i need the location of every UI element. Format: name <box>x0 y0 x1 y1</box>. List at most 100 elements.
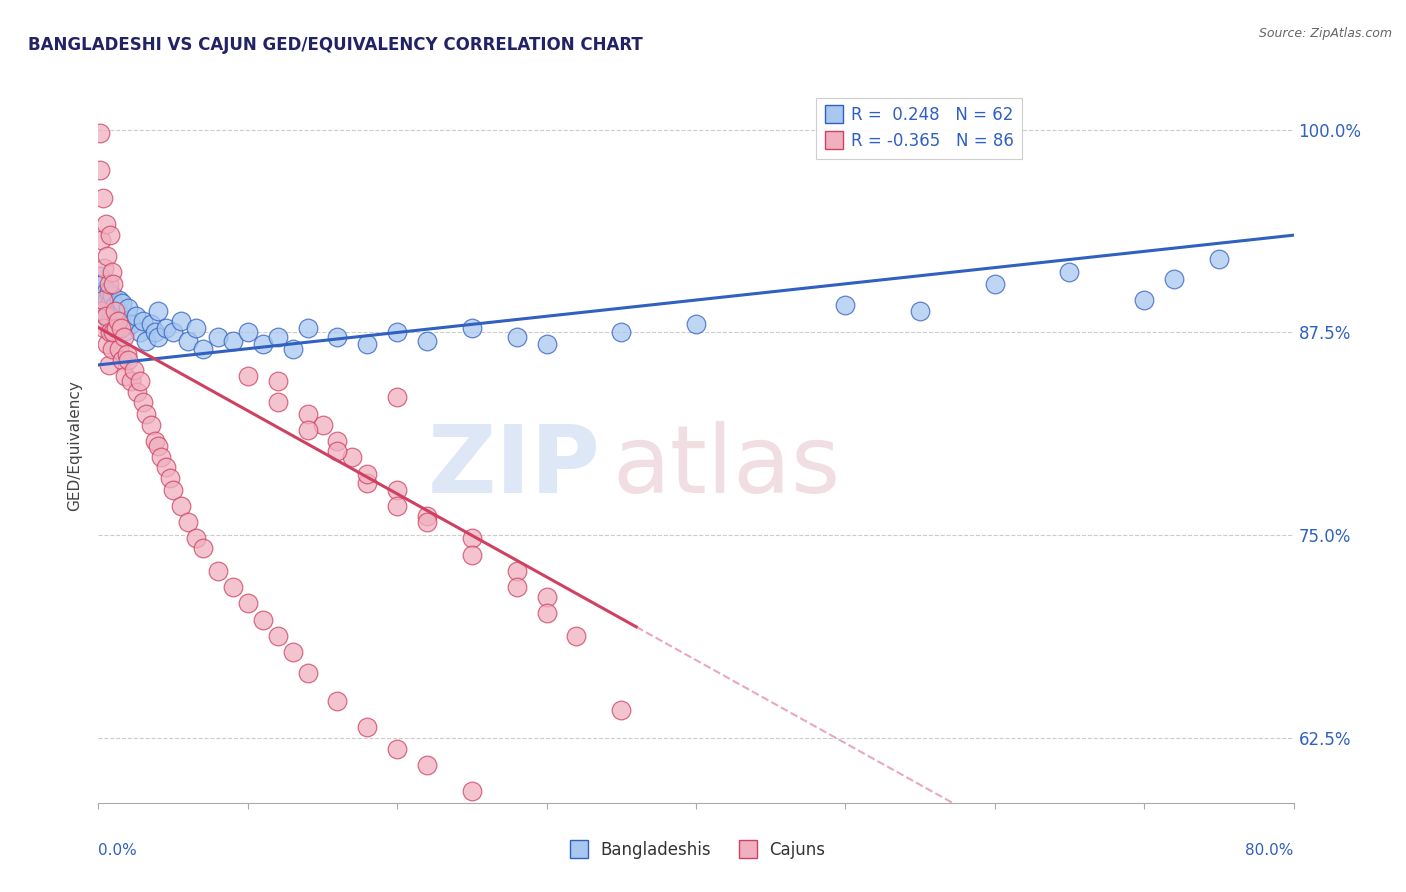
Point <box>101 265 124 279</box>
Point <box>162 326 184 340</box>
Point <box>610 703 633 717</box>
Point <box>110 314 132 328</box>
Point <box>132 395 155 409</box>
Point <box>834 298 856 312</box>
Point <box>97 314 120 328</box>
Point <box>236 326 259 340</box>
Point <box>94 217 117 231</box>
Point <box>191 541 214 556</box>
Point <box>139 318 162 332</box>
Point <box>96 249 118 263</box>
Point <box>101 342 124 356</box>
Point <box>506 330 529 344</box>
Point <box>177 515 200 529</box>
Point <box>110 320 132 334</box>
Point <box>94 310 117 324</box>
Point <box>685 318 707 332</box>
Point <box>169 314 191 328</box>
Text: 80.0%: 80.0% <box>1246 843 1294 858</box>
Point <box>297 407 319 421</box>
Point <box>155 320 177 334</box>
Point <box>120 374 142 388</box>
Point <box>385 499 409 513</box>
Point <box>111 353 134 368</box>
Point <box>416 758 439 772</box>
Point <box>105 310 128 324</box>
Point <box>129 374 152 388</box>
Point <box>155 460 177 475</box>
Point <box>139 417 162 432</box>
Point <box>93 260 115 275</box>
Point <box>297 320 319 334</box>
Point <box>112 330 135 344</box>
Point <box>281 645 304 659</box>
Point <box>159 471 181 485</box>
Point <box>97 358 120 372</box>
Point <box>565 839 588 854</box>
Point <box>207 564 229 578</box>
Point <box>326 443 349 458</box>
Point <box>104 298 127 312</box>
Point <box>107 314 129 328</box>
Point <box>117 353 139 368</box>
Point <box>107 304 129 318</box>
Point <box>267 395 290 409</box>
Point <box>100 296 122 310</box>
Point <box>184 532 207 546</box>
Point <box>222 334 245 348</box>
Point <box>252 613 274 627</box>
Point <box>281 342 304 356</box>
Point <box>162 483 184 497</box>
Point <box>148 304 170 318</box>
Point <box>326 330 349 344</box>
Legend: Bangladeshis, Cajuns: Bangladeshis, Cajuns <box>560 835 832 866</box>
Point <box>385 390 409 404</box>
Point <box>93 320 115 334</box>
Point <box>984 277 1007 291</box>
Point <box>207 330 229 344</box>
Point <box>135 334 157 348</box>
Point <box>1208 252 1230 267</box>
Text: ZIP: ZIP <box>427 421 600 514</box>
Point <box>297 666 319 681</box>
Point <box>108 293 131 307</box>
Point <box>96 336 118 351</box>
Point <box>1133 293 1156 307</box>
Point <box>461 320 484 334</box>
Point <box>506 807 529 822</box>
Point <box>91 293 114 307</box>
Point <box>416 508 439 523</box>
Point <box>103 301 125 315</box>
Point <box>461 784 484 798</box>
Point <box>356 720 378 734</box>
Point <box>267 374 290 388</box>
Point <box>311 417 333 432</box>
Point <box>101 288 124 302</box>
Point <box>297 423 319 437</box>
Point <box>89 163 111 178</box>
Point <box>506 564 529 578</box>
Point <box>117 301 139 315</box>
Point <box>326 434 349 449</box>
Point <box>90 304 112 318</box>
Point <box>135 407 157 421</box>
Point <box>506 580 529 594</box>
Point <box>96 293 118 307</box>
Point <box>91 304 114 318</box>
Point <box>89 126 111 140</box>
Point <box>1163 272 1185 286</box>
Point <box>385 742 409 756</box>
Point <box>169 499 191 513</box>
Point <box>114 324 136 338</box>
Point <box>236 596 259 610</box>
Text: Source: ZipAtlas.com: Source: ZipAtlas.com <box>1258 27 1392 40</box>
Point <box>93 293 115 307</box>
Point <box>236 369 259 384</box>
Point <box>150 450 173 465</box>
Point <box>222 580 245 594</box>
Point <box>342 450 364 465</box>
Point <box>103 320 125 334</box>
Point <box>90 233 112 247</box>
Point <box>536 336 558 351</box>
Point <box>108 342 131 356</box>
